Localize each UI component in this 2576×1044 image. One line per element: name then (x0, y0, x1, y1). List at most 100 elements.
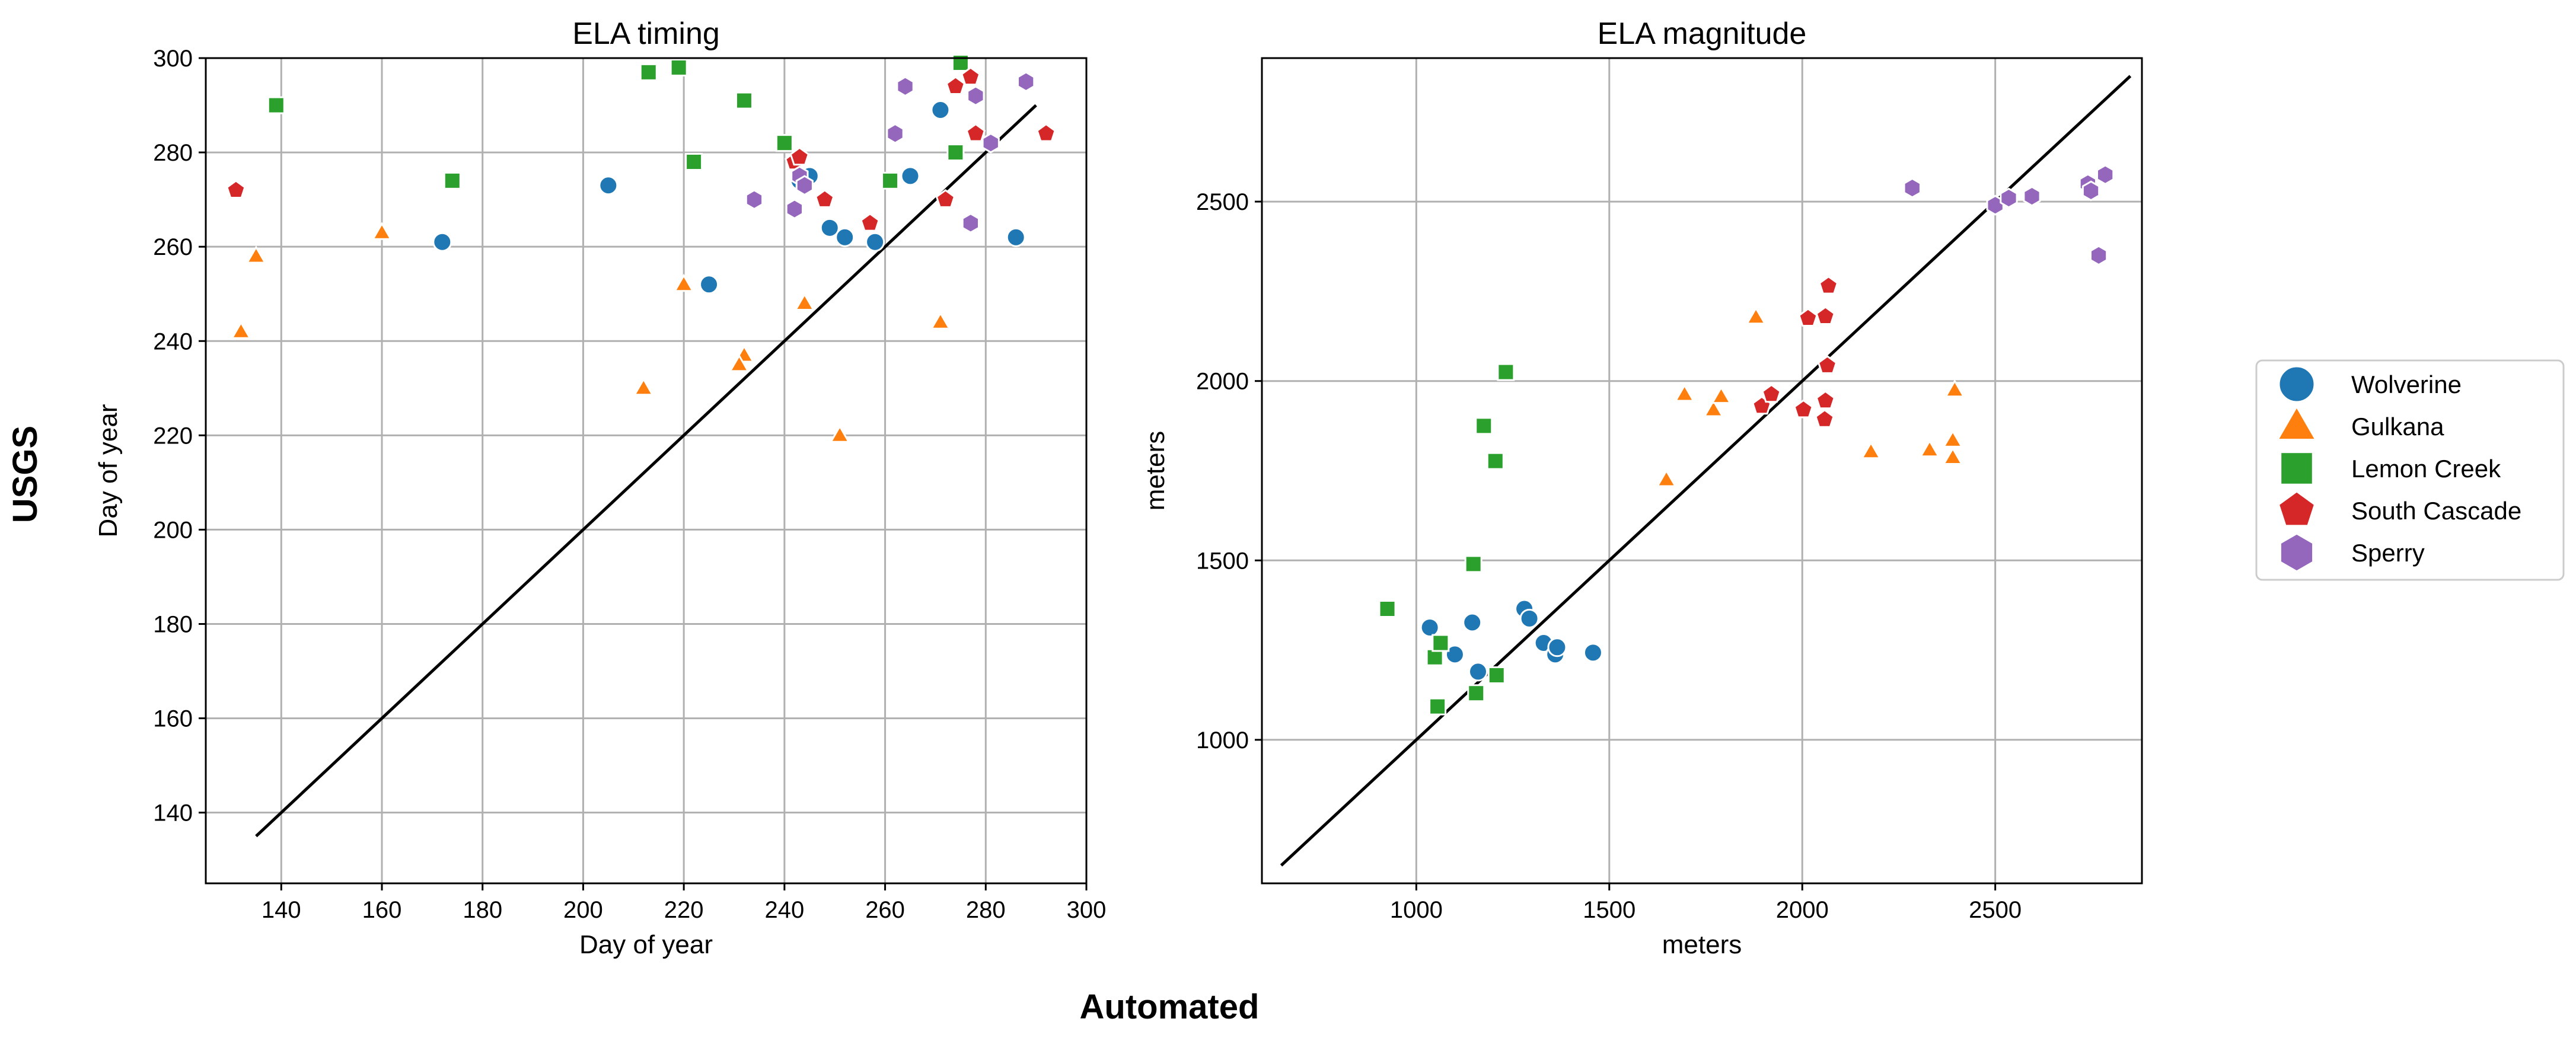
point-south-cascade (1798, 308, 1818, 327)
x-tick-label: 180 (463, 897, 502, 923)
point-gulkana (794, 292, 815, 311)
point-lemon-creek (1432, 634, 1450, 652)
point-south-cascade (789, 146, 810, 166)
legend-item-gulkana: Gulkana (2279, 408, 2444, 440)
series-wolverine (1420, 599, 1603, 682)
legend-marker-pentagon-icon (2279, 492, 2314, 525)
point-wolverine (1445, 644, 1465, 665)
plot-title: ELA magnitude (1598, 17, 1807, 51)
point-gulkana (1919, 439, 1940, 458)
point-sperry (2000, 187, 2018, 209)
x-tick-label: 200 (563, 897, 603, 923)
point-wolverine (1006, 227, 1026, 247)
point-lemon-creek (685, 152, 703, 171)
point-sperry (2096, 164, 2115, 186)
point-south-cascade (1815, 408, 1835, 428)
x-axis-label: meters (1662, 930, 1742, 959)
point-wolverine (835, 227, 855, 247)
y-tick-label: 140 (153, 800, 193, 826)
point-lemon-creek (1378, 600, 1397, 618)
grid-lines (1262, 58, 2142, 883)
point-lemon-creek (443, 171, 461, 190)
x-tick-label: 240 (764, 897, 804, 923)
point-gulkana (230, 321, 251, 339)
point-wolverine (1462, 612, 1483, 633)
point-gulkana (728, 353, 750, 372)
y-tick-label: 1500 (1196, 548, 1249, 574)
point-gulkana (1942, 446, 1963, 465)
y-tick-label: 240 (153, 328, 193, 355)
y-tick-label: 160 (153, 706, 193, 732)
point-wolverine (865, 232, 885, 252)
point-wolverine (1519, 608, 1539, 628)
plot-title: ELA timing (572, 17, 720, 51)
legend-item-lemon-creek: Lemon Creek (2281, 453, 2501, 484)
series-south-cascade (226, 66, 1056, 232)
y-axis-label: Day of year (94, 404, 123, 538)
point-gulkana (829, 424, 850, 443)
y-tick-label: 1000 (1196, 727, 1249, 754)
figure-y-label: USGS (6, 426, 44, 523)
point-sperry (785, 199, 804, 220)
x-tick-label: 280 (966, 897, 1006, 923)
point-south-cascade (945, 76, 966, 95)
axes-frame (1261, 57, 2143, 885)
legend-box (2255, 359, 2565, 581)
point-gulkana (633, 377, 654, 396)
data-points (1378, 164, 2115, 716)
point-sperry (1903, 177, 1921, 199)
y-axis-label: meters (1141, 431, 1170, 510)
point-sperry (896, 76, 914, 97)
legend-item-wolverine: Wolverine (2279, 367, 2462, 401)
series-sperry (745, 71, 1035, 234)
point-gulkana (1711, 385, 1732, 404)
point-south-cascade (1817, 355, 1838, 374)
legend-label: Lemon Creek (2351, 455, 2501, 483)
point-sperry (795, 175, 814, 196)
legend-label: Wolverine (2351, 371, 2462, 398)
x-tick-label: 160 (362, 897, 402, 923)
point-sperry (967, 85, 985, 107)
point-south-cascade (965, 123, 986, 142)
point-wolverine (820, 218, 840, 238)
y-tick-label: 220 (153, 423, 193, 449)
point-sperry (2081, 180, 2100, 202)
series-lemon-creek (267, 53, 970, 190)
point-lemon-creek (669, 58, 688, 76)
point-south-cascade (226, 180, 246, 199)
point-wolverine (598, 175, 619, 196)
y-tick-label: 2000 (1196, 369, 1249, 395)
point-sperry (745, 189, 764, 210)
legend-label: South Cascade (2351, 497, 2521, 525)
point-south-cascade (860, 212, 880, 232)
series-sperry (1903, 164, 2115, 266)
point-sperry (2090, 245, 2108, 266)
legend-label: Gulkana (2351, 413, 2444, 440)
point-sperry (1017, 71, 1035, 92)
point-gulkana (1944, 379, 1965, 398)
point-wolverine (1547, 637, 1567, 657)
point-south-cascade (1793, 399, 1813, 419)
y-tick-label: 180 (153, 612, 193, 638)
plot-ela-magnitude: 1000 1500 2000 2500 1000 1500 2000 2500 ELA mag… (1141, 17, 2143, 959)
point-lemon-creek (1486, 452, 1504, 470)
legend: Wolverine Gulkana Lemon Creek South Cascade… (2255, 359, 2565, 581)
point-lemon-creek (267, 96, 285, 114)
x-tick-label: 140 (262, 897, 301, 923)
point-lemon-creek (1464, 555, 1483, 573)
legend-label: Sperry (2351, 539, 2425, 567)
series-lemon-creek (1378, 363, 1515, 716)
figure-x-label: Automated (1080, 988, 1260, 1026)
point-lemon-creek (1487, 666, 1506, 684)
point-gulkana (673, 273, 694, 292)
point-lemon-creek (1497, 363, 1515, 381)
series-gulkana (230, 222, 951, 443)
series-gulkana (1656, 307, 1965, 487)
point-south-cascade (1815, 390, 1836, 410)
point-sperry (2023, 186, 2041, 207)
data-points (226, 53, 1056, 443)
point-sperry (961, 212, 980, 234)
legend-item-south-cascade: South Cascade (2279, 492, 2521, 525)
